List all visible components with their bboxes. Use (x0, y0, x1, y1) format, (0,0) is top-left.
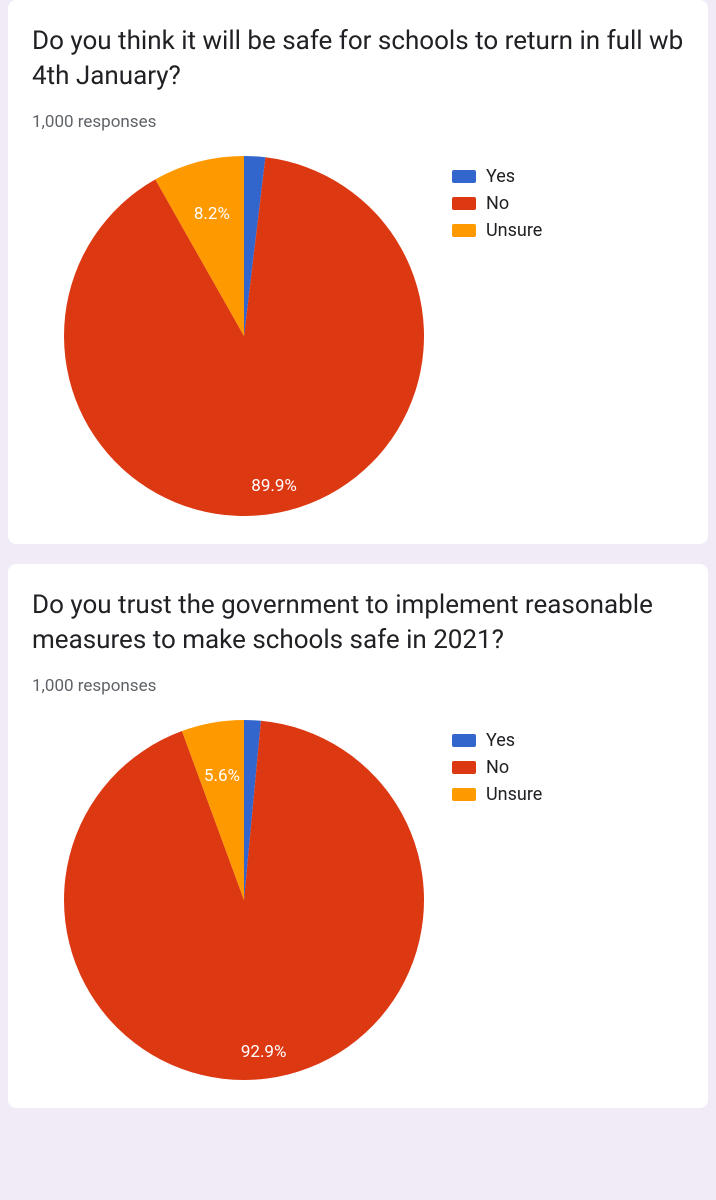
legend-label: Yes (486, 166, 515, 187)
legend-swatch (452, 788, 476, 801)
pie-slice-label: 8.2% (194, 204, 230, 224)
legend-item: Yes (452, 166, 542, 187)
pie-chart: 89.9% 8.2% (64, 156, 424, 516)
responses-count: 1,000 responses (32, 112, 684, 132)
legend-swatch (452, 197, 476, 210)
legend: Yes No Unsure (452, 156, 542, 241)
legend-swatch (452, 170, 476, 183)
legend-swatch (452, 734, 476, 747)
legend-label: Unsure (486, 220, 542, 241)
survey-card: Do you trust the government to implement… (8, 564, 708, 1108)
pie-chart: 92.9% 5.6% (64, 720, 424, 1080)
pie-slice-label: 89.9% (251, 476, 297, 496)
chart-row: 92.9% 5.6% Yes No Unsure (32, 716, 684, 1088)
pie-svg (64, 156, 424, 516)
legend-swatch (452, 224, 476, 237)
legend-item: No (452, 193, 542, 214)
legend-label: No (486, 193, 509, 214)
pie-svg (64, 720, 424, 1080)
legend-item: Unsure (452, 784, 542, 805)
legend-item: No (452, 757, 542, 778)
question-title: Do you trust the government to implement… (32, 588, 684, 658)
legend-item: Unsure (452, 220, 542, 241)
responses-count: 1,000 responses (32, 676, 684, 696)
legend-label: Yes (486, 730, 515, 751)
legend-item: Yes (452, 730, 542, 751)
survey-card: Do you think it will be safe for schools… (8, 0, 708, 544)
legend-label: Unsure (486, 784, 542, 805)
pie-slice-label: 92.9% (241, 1042, 287, 1062)
legend-swatch (452, 761, 476, 774)
question-title: Do you think it will be safe for schools… (32, 24, 684, 94)
legend: Yes No Unsure (452, 720, 542, 805)
pie-slice-label: 5.6% (204, 766, 240, 786)
chart-row: 89.9% 8.2% Yes No Unsure (32, 152, 684, 524)
legend-label: No (486, 757, 509, 778)
